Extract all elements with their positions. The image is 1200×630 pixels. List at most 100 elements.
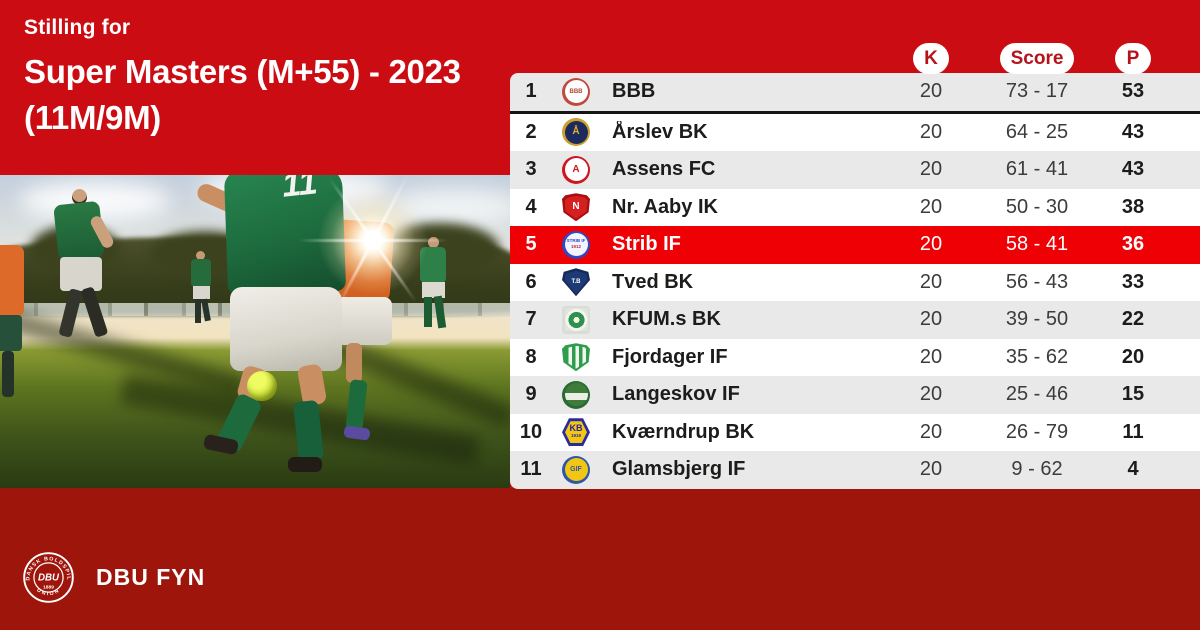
club-badge-label: T.B <box>571 279 581 286</box>
player-head <box>72 189 87 205</box>
club-badge-label: Å <box>572 126 580 138</box>
team-name-cell: Fjordager IF <box>612 345 728 368</box>
badge-cell <box>552 305 600 334</box>
table-row: 1 BBB BBB 20 73 - 17 53 <box>510 73 1200 111</box>
score-cell: 56 - 43 <box>1005 270 1069 293</box>
sun-flare <box>298 175 448 308</box>
score-cell: 58 - 41 <box>1005 233 1069 256</box>
title-block: Stilling for Super Masters (M+55) - 2023… <box>24 16 504 141</box>
player-leg <box>424 297 432 327</box>
score-cell: 35 - 62 <box>1005 345 1069 368</box>
player-leg <box>195 299 201 323</box>
organization-name: DBU FYN <box>96 564 206 590</box>
position-cell: 7 <box>525 308 537 331</box>
points-cell: 20 <box>1121 345 1145 368</box>
matches-cell: 20 <box>919 458 943 481</box>
team-name-cell: KFUM.s BK <box>612 308 721 331</box>
table-row: 4 N Nr. Aaby IK 20 50 - 30 38 <box>510 188 1200 226</box>
title-line-1: Super Masters (M+55) - 2023 <box>24 53 461 90</box>
table-row: 7 KFUM.s BK 20 39 - 50 22 <box>510 301 1200 339</box>
position-cell: 9 <box>525 383 537 406</box>
badge-cell: BBB <box>552 77 600 106</box>
team-name-cell: Kværndrup BK <box>612 420 755 443</box>
jersey-number: 11 <box>280 175 320 205</box>
matches-cell: 20 <box>919 270 943 293</box>
club-badge: N <box>562 193 590 222</box>
position-cell: 3 <box>525 158 537 181</box>
position-cell: 6 <box>525 270 537 293</box>
team-name-cell: BBB <box>612 80 656 103</box>
table-row: 9 Langeskov IF 20 25 - 46 15 <box>510 376 1200 414</box>
team-name-cell: Langeskov IF <box>612 383 740 406</box>
badge-cell: A <box>552 155 600 184</box>
club-badge-label: STRIB IF <box>566 238 586 244</box>
points-cell: 22 <box>1121 308 1145 331</box>
table-row: 2 Å Årslev BK 20 64 - 25 43 <box>510 113 1200 151</box>
club-badge <box>562 305 590 334</box>
position-cell: 2 <box>525 120 537 143</box>
column-pill-score: Score <box>1000 43 1074 74</box>
score-cell: 50 - 30 <box>1005 195 1069 218</box>
team-name-cell: Strib IF <box>612 233 681 256</box>
title-line-2: (11M/9M) <box>24 99 161 136</box>
matches-cell: 20 <box>919 308 943 331</box>
column-pill-matches: K <box>913 43 949 74</box>
points-cell: 33 <box>1121 270 1145 293</box>
score-cell: 61 - 41 <box>1005 158 1069 181</box>
player-torso <box>0 245 24 317</box>
table-row: 5 STRIB IF 1912 Strib IF 20 58 - 41 36 <box>510 226 1200 264</box>
club-badge: STRIB IF 1912 <box>562 230 590 259</box>
seal-side-text: UNION <box>35 587 59 597</box>
club-badge-sub: 1919 <box>570 433 581 439</box>
player-shoe <box>288 457 322 472</box>
points-cell: 43 <box>1121 158 1145 181</box>
badge-cell: Å <box>552 118 600 147</box>
score-cell: 73 - 17 <box>1005 80 1069 103</box>
score-cell: 9 - 62 <box>1011 458 1063 481</box>
table-row: 3 A Assens FC 20 61 - 41 43 <box>510 151 1200 189</box>
player-leg <box>2 351 14 397</box>
score-cell: 64 - 25 <box>1005 120 1069 143</box>
team-name-cell: Glamsbjerg IF <box>612 458 746 481</box>
promotion-separator-line <box>510 110 1200 114</box>
player-shorts <box>230 287 342 371</box>
player-shorts <box>193 286 210 299</box>
points-cell: 36 <box>1121 233 1145 256</box>
badge-cell <box>552 380 600 409</box>
position-cell: 10 <box>519 420 543 443</box>
badge-cell: STRIB IF 1912 <box>552 230 600 259</box>
club-badge: GIF <box>562 455 590 484</box>
column-pill-points: P <box>1115 43 1151 74</box>
table-row: 10 KB 1919 Kværndrup BK 20 26 - 79 11 <box>510 413 1200 451</box>
badge-cell: KB 1919 <box>552 418 600 447</box>
svg-text:UNION: UNION <box>35 587 61 597</box>
club-badge: Å <box>562 118 590 147</box>
team-name-cell: Nr. Aaby IK <box>612 195 718 218</box>
club-badge-label: GIF <box>570 466 582 474</box>
table-row: 11 GIF Glamsbjerg IF 20 9 - 62 4 <box>510 451 1200 489</box>
team-name-cell: Årslev BK <box>612 120 708 143</box>
position-cell: 5 <box>525 233 537 256</box>
matches-cell: 20 <box>919 158 943 181</box>
score-cell: 26 - 79 <box>1005 420 1069 443</box>
matches-cell: 20 <box>919 383 943 406</box>
matches-cell: 20 <box>919 345 943 368</box>
seal-center-text: DBU <box>38 573 60 584</box>
points-cell: 11 <box>1122 420 1144 443</box>
points-cell: 4 <box>1127 458 1139 481</box>
club-badge: BBB <box>562 77 590 106</box>
seal-year-text: 1889 <box>43 585 54 591</box>
points-cell: 38 <box>1121 195 1145 218</box>
club-badge-label: N <box>572 201 580 213</box>
club-badge: KB 1919 <box>562 418 590 447</box>
club-badge <box>562 380 590 409</box>
club-badge-label: BBB <box>569 88 583 95</box>
badge-cell <box>552 343 600 372</box>
club-badge-sub: 1912 <box>570 243 581 249</box>
club-badge-label: KB <box>569 423 583 434</box>
club-badge-label: A <box>572 163 580 175</box>
badge-cell: GIF <box>552 455 600 484</box>
team-name-cell: Tved BK <box>612 270 694 293</box>
position-cell: 8 <box>525 345 537 368</box>
soccer-ball <box>247 371 277 401</box>
